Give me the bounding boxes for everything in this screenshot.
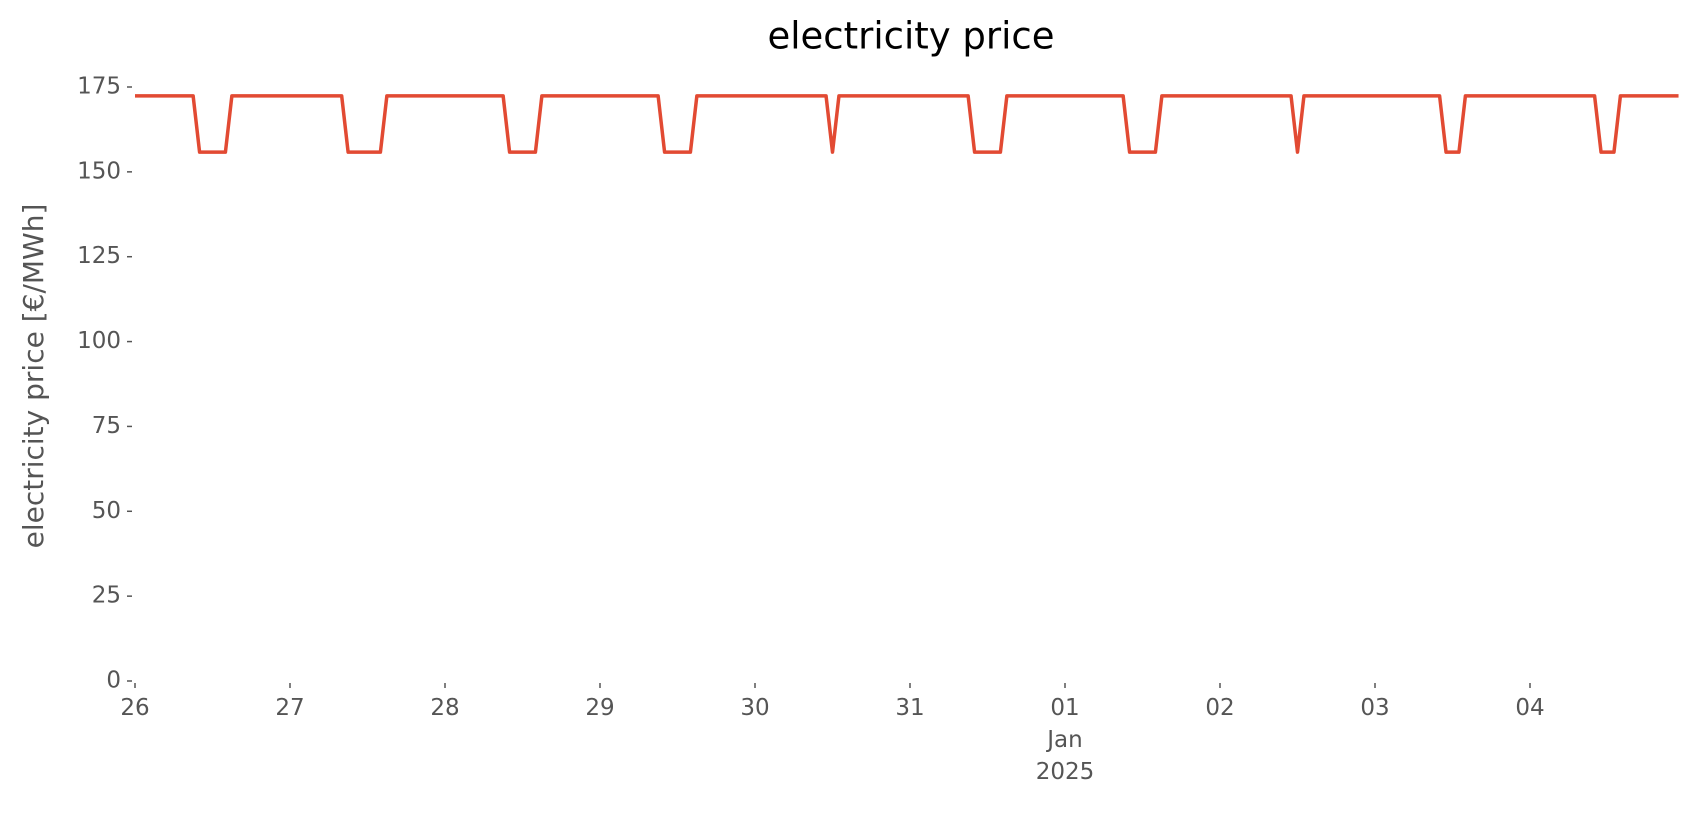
y-tick-label: 75 — [92, 413, 121, 439]
x-tick-label: 01 Jan 2025 — [1036, 695, 1095, 785]
x-tick-label: 02 — [1205, 695, 1234, 721]
x-tick-label: 27 — [275, 695, 304, 721]
y-axis-label: electricity price [€/MWh] — [17, 204, 50, 549]
y-tick-label: 0 — [106, 668, 121, 694]
x-tick-label: 28 — [430, 695, 459, 721]
x-tick-label: 31 — [895, 695, 924, 721]
y-tick-label: 175 — [77, 74, 121, 100]
x-tick-label: 29 — [585, 695, 614, 721]
x-tick-label: 30 — [740, 695, 769, 721]
x-tick-label: 26 — [120, 695, 149, 721]
price-line — [135, 94, 1679, 154]
y-tick-label: 100 — [77, 328, 121, 354]
y-tick-label: 150 — [77, 158, 121, 184]
chart-title: electricity price — [767, 15, 1054, 58]
x-tick-label: 03 — [1360, 695, 1389, 721]
x-tick-label: 04 — [1515, 695, 1544, 721]
y-tick-label: 25 — [92, 583, 121, 609]
y-tick-label: 125 — [77, 243, 121, 269]
y-tick-label: 50 — [92, 498, 121, 524]
